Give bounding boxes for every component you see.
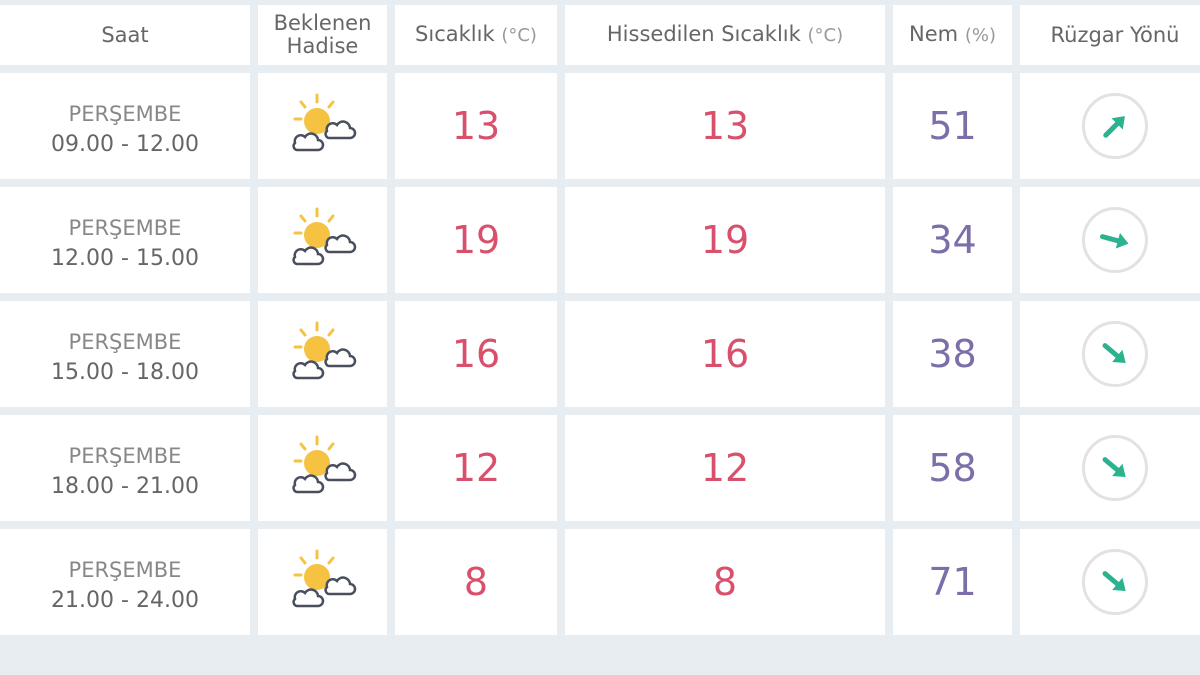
feels-like-cell: 8	[565, 529, 885, 635]
temperature-cell: 19	[395, 187, 557, 293]
partly-cloudy-icon	[287, 205, 359, 275]
time-cell: PERŞEMBE 09.00 - 12.00	[0, 73, 250, 179]
temperature-value: 16	[451, 332, 501, 376]
humidity-value: 38	[928, 332, 977, 376]
feels-like-cell: 19	[565, 187, 885, 293]
wind-arrow-icon	[1102, 571, 1126, 591]
temperature-value: 12	[451, 446, 501, 490]
wind-cell	[1020, 73, 1200, 179]
humidity-value: 34	[928, 218, 977, 262]
humidity-value: 58	[928, 446, 977, 490]
wind-direction-dial	[1082, 207, 1148, 273]
header-event: Beklenen Hadise	[258, 5, 387, 65]
humidity-cell: 38	[893, 301, 1012, 407]
event-cell	[258, 187, 387, 293]
time-range: 15.00 - 18.00	[51, 359, 199, 385]
event-cell	[258, 415, 387, 521]
time-range: 21.00 - 24.00	[51, 587, 199, 613]
humidity-value: 51	[928, 104, 977, 148]
time-cell: PERŞEMBE 12.00 - 15.00	[0, 187, 250, 293]
day-label: PERŞEMBE	[68, 329, 182, 354]
wind-arrow-icon	[1102, 343, 1126, 363]
wind-arrow-icon	[1099, 233, 1129, 249]
header-humidity: Nem (%)	[893, 5, 1012, 65]
feels-like-cell: 12	[565, 415, 885, 521]
feels-like-value: 19	[700, 218, 750, 262]
event-cell	[258, 301, 387, 407]
header-temp-unit: (°C)	[501, 25, 537, 46]
day-label: PERŞEMBE	[68, 215, 182, 240]
wind-arrow-icon	[1102, 457, 1126, 477]
header-time: Saat	[0, 5, 250, 65]
event-cell	[258, 529, 387, 635]
forecast-table: Saat Beklenen Hadise Sıcaklık (°C) Hissed…	[0, 5, 1200, 635]
humidity-cell: 58	[893, 415, 1012, 521]
partly-cloudy-icon	[287, 91, 359, 161]
temperature-cell: 16	[395, 301, 557, 407]
temperature-cell: 13	[395, 73, 557, 179]
wind-direction-dial	[1082, 93, 1148, 159]
header-humidity-label: Nem	[909, 22, 959, 46]
temperature-value: 13	[451, 104, 501, 148]
wind-direction-dial	[1082, 549, 1148, 615]
humidity-cell: 34	[893, 187, 1012, 293]
partly-cloudy-icon	[287, 319, 359, 389]
header-wind: Rüzgar Yönü	[1020, 5, 1200, 65]
feels-like-cell: 16	[565, 301, 885, 407]
wind-cell	[1020, 187, 1200, 293]
temperature-value: 8	[463, 560, 489, 604]
feels-like-value: 12	[700, 446, 750, 490]
wind-arrow-icon	[1103, 116, 1125, 138]
feels-like-value: 16	[700, 332, 750, 376]
day-label: PERŞEMBE	[68, 101, 182, 126]
header-event-line2: Hadise	[286, 34, 359, 58]
time-range: 09.00 - 12.00	[51, 131, 199, 157]
header-time-label: Saat	[101, 22, 149, 47]
day-label: PERŞEMBE	[68, 557, 182, 582]
temperature-cell: 8	[395, 529, 557, 635]
event-cell	[258, 73, 387, 179]
feels-like-cell: 13	[565, 73, 885, 179]
header-temp-label: Sıcaklık	[415, 22, 495, 46]
time-cell: PERŞEMBE 18.00 - 21.00	[0, 415, 250, 521]
partly-cloudy-icon	[287, 433, 359, 503]
wind-direction-dial	[1082, 435, 1148, 501]
time-cell: PERŞEMBE 15.00 - 18.00	[0, 301, 250, 407]
time-range: 12.00 - 15.00	[51, 245, 199, 271]
wind-cell	[1020, 529, 1200, 635]
wind-cell	[1020, 301, 1200, 407]
partly-cloudy-icon	[287, 547, 359, 617]
feels-like-value: 8	[712, 560, 738, 604]
header-feels: Hissedilen Sıcaklık (°C)	[565, 5, 885, 65]
header-feels-label: Hissedilen Sıcaklık	[606, 22, 801, 46]
temperature-cell: 12	[395, 415, 557, 521]
header-event-line1: Beklenen	[273, 11, 372, 35]
time-cell: PERŞEMBE 21.00 - 24.00	[0, 529, 250, 635]
temperature-value: 19	[451, 218, 501, 262]
wind-cell	[1020, 415, 1200, 521]
header-feels-unit: (°C)	[807, 25, 844, 46]
humidity-cell: 71	[893, 529, 1012, 635]
wind-direction-dial	[1082, 321, 1148, 387]
day-label: PERŞEMBE	[68, 443, 182, 468]
header-humidity-unit: (%)	[964, 25, 996, 46]
humidity-value: 71	[928, 560, 977, 604]
header-wind-label: Rüzgar Yönü	[1050, 22, 1180, 47]
feels-like-value: 13	[700, 104, 750, 148]
humidity-cell: 51	[893, 73, 1012, 179]
time-range: 18.00 - 21.00	[51, 473, 199, 499]
header-temp: Sıcaklık (°C)	[395, 5, 557, 65]
